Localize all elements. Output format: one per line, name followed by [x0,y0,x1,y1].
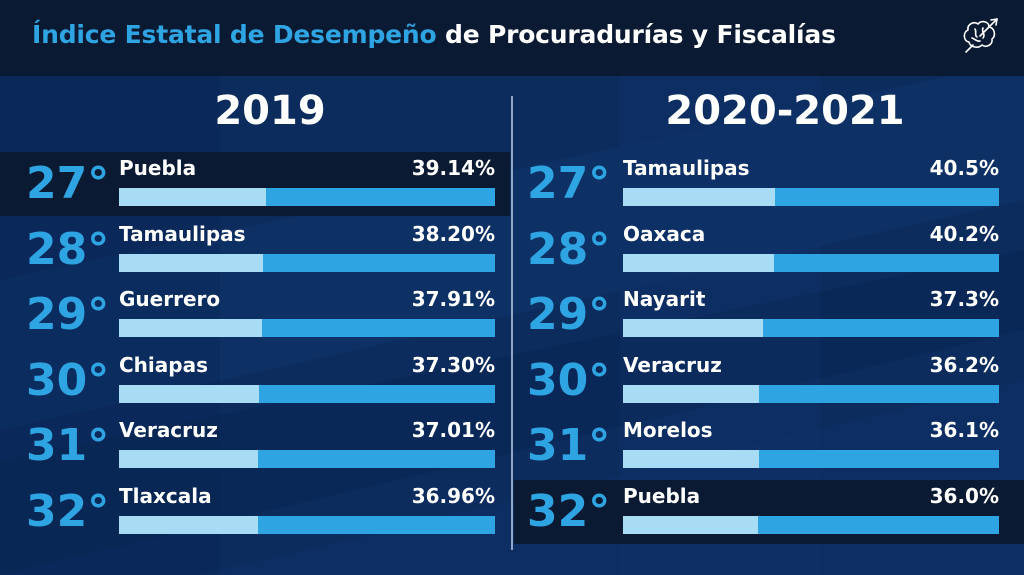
rank-label: 32° [527,485,611,537]
value-label: 37.91% [411,287,495,311]
state-name-label: Puebla [119,156,197,180]
bar-fill [623,515,759,534]
bar-track [119,253,495,272]
bar-fill [623,188,776,206]
rank-label: 28° [527,223,611,275]
rank-label: 29° [26,289,110,340]
rank-label: 27° [527,158,611,209]
state-name-label: Chiapas [119,352,208,377]
chart-title-right: 2020-2021 [665,88,905,134]
value-label: 36.2% [929,352,999,377]
bar-track [623,384,999,403]
rank-label: 30° [527,354,611,406]
value-label: 36.0% [929,483,999,508]
value-label: 38.20% [411,221,495,246]
column-divider [511,96,513,550]
bar-track [623,515,999,534]
bar-track [623,319,999,337]
title-rest: de Procuradurías y Fiscalías [436,20,836,49]
state-name-label: Morelos [623,418,713,442]
bar-fill [623,450,759,468]
bar-track [119,188,495,206]
title-highlight: Índice Estatal de Desempeño [32,20,437,49]
bar-fill [119,319,262,337]
bar-fill [119,450,259,468]
state-name-label: Guerrero [119,287,221,311]
value-label: 36.1% [929,418,999,442]
state-name-label: Veracruz [119,418,218,442]
value-label: 40.5% [929,156,999,180]
bar-track [623,450,999,468]
bar-fill [119,188,267,206]
bar-track [119,450,495,468]
bar-track [119,515,495,534]
bar-fill [119,515,258,534]
rank-label: 32° [26,485,110,537]
rank-label: 29° [527,289,611,340]
state-name-label: Tamaulipas [623,156,750,180]
bar-fill [119,384,260,403]
value-label: 37.30% [411,352,495,377]
bar-track [623,253,999,272]
rank-label: 31° [527,420,611,471]
state-name-label: Puebla [623,483,701,508]
state-name-label: Nayarit [623,287,706,311]
bar-track [119,319,495,337]
bar-fill [623,253,775,272]
header-bar: Índice Estatal de Desempeño de Procuradu… [0,0,1024,76]
state-name-label: Oaxaca [623,221,706,246]
value-label: 39.14% [411,156,495,180]
value-label: 40.2% [929,221,999,246]
rank-label: 30° [26,354,110,406]
state-name-label: Tamaulipas [119,221,246,246]
state-name-label: Veracruz [623,352,722,377]
bar-fill [119,253,263,272]
bar-track [119,384,495,403]
bar-fill [623,384,760,403]
state-name-label: Tlaxcala [119,483,212,508]
rank-label: 28° [26,223,110,275]
brain-arrow-icon [963,18,998,53]
value-label: 36.96% [411,483,495,508]
chart-title-left: 2019 [214,88,326,134]
value-label: 37.01% [411,418,495,442]
value-label: 37.3% [929,287,999,311]
page-title: Índice Estatal de Desempeño de Procuradu… [32,20,836,49]
rank-label: 27° [26,158,110,209]
bar-fill [623,319,764,337]
bar-track [623,188,999,206]
rank-label: 31° [26,420,110,471]
